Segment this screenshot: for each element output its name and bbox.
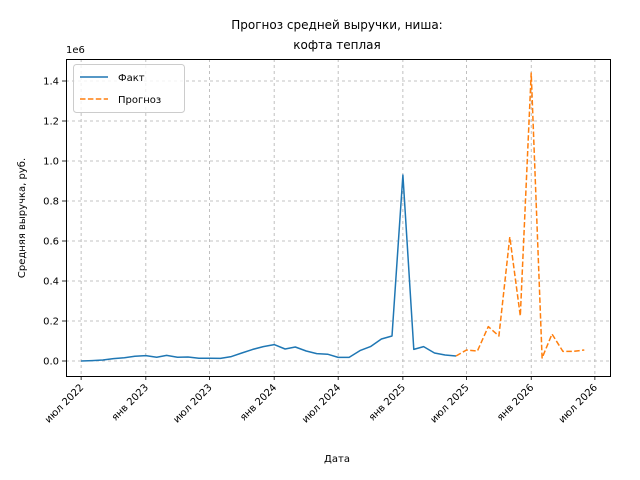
y-tick-label: 1.4 [43,77,59,88]
y-axis-label: Средняя выручка, руб. [17,158,28,278]
chart-title-line1: Прогноз средней выручки, ниша: [231,18,442,32]
series-line-forecast [455,72,585,359]
y-tick-label: 0.6 [43,237,59,248]
legend-label-fact: Факт [118,73,145,84]
legend: Факт Прогноз [73,64,185,113]
y-tick-label: 0.0 [43,357,59,368]
y-tick-label: 0.2 [43,317,59,328]
grid-layer [66,59,610,376]
y-tick-label: 1.2 [43,117,59,128]
chart-title-line2: кофта теплая [293,38,380,52]
y-offset-label: 1e6 [66,45,85,56]
y-tick-label: 1.0 [43,157,59,168]
series-line-fact [81,174,457,362]
y-tick-label: 0.8 [43,197,59,208]
x-axis-label: Дата [324,454,350,465]
legend-label-forecast: Прогноз [118,95,161,106]
y-tick-label: 0.4 [43,277,59,288]
series-layer [81,72,585,362]
